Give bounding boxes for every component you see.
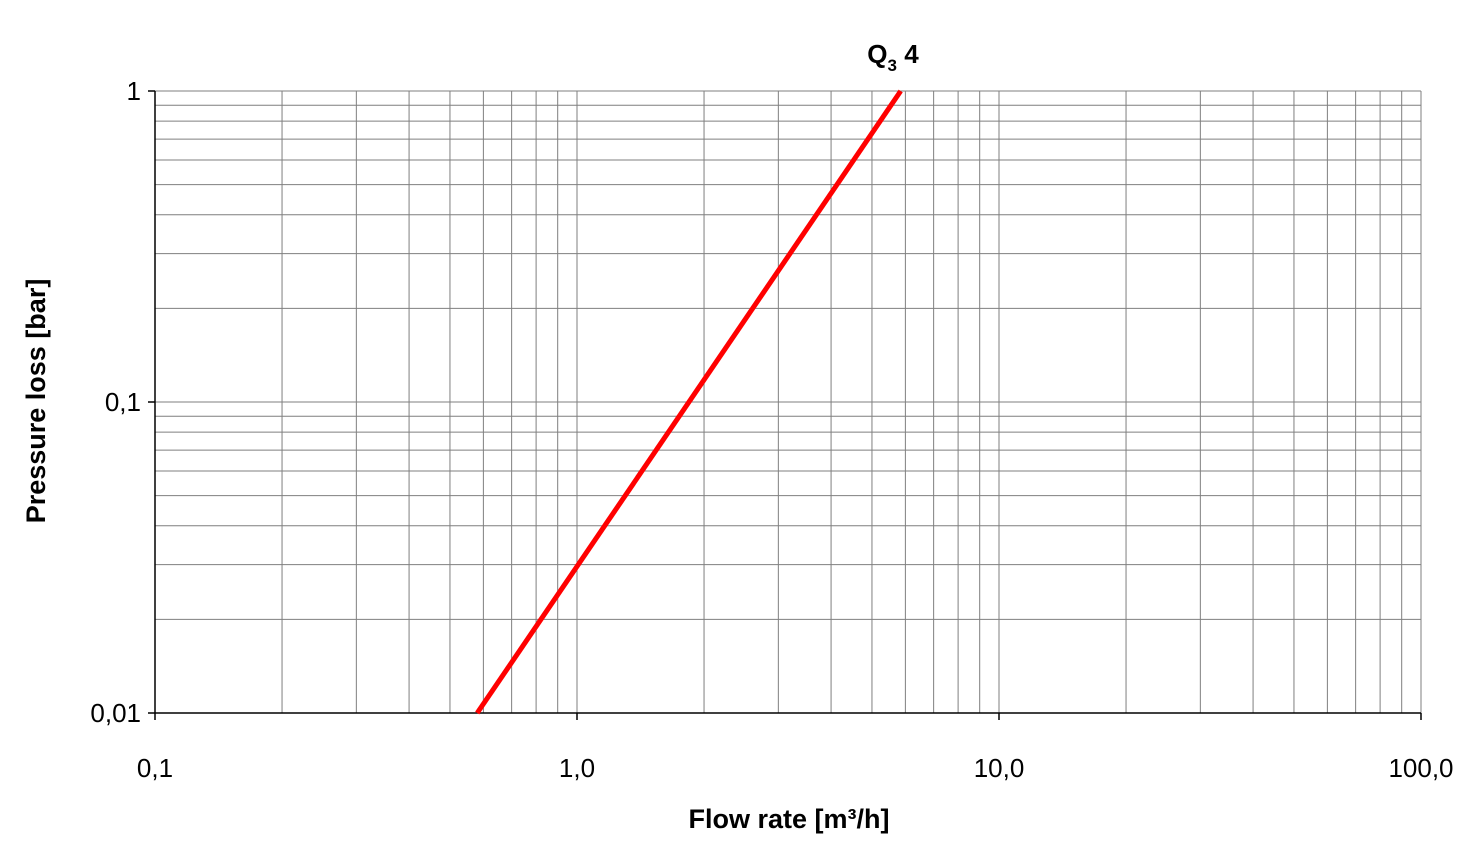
chart-title-main: Q bbox=[867, 39, 887, 69]
series-line bbox=[475, 89, 903, 715]
y-axis-label: Pressure loss [bar] bbox=[21, 279, 51, 524]
x-axis-label: Flow rate [m³/h] bbox=[689, 804, 890, 834]
tick-labels: 0,1 1,0 10,0 100,0 0,01 0,1 1 bbox=[90, 76, 1453, 783]
axes bbox=[148, 90, 1422, 720]
x-tick-label: 0,1 bbox=[137, 753, 173, 783]
chart-title-subscript: 3 bbox=[888, 56, 897, 75]
y-tick-label: 0,01 bbox=[90, 698, 141, 728]
x-tick-label: 10,0 bbox=[974, 753, 1025, 783]
x-tick-label: 1,0 bbox=[559, 753, 595, 783]
chart-title: Q3 4 bbox=[867, 39, 919, 75]
grid bbox=[154, 90, 1422, 714]
chart-title-suffix: 4 bbox=[897, 39, 919, 69]
y-tick-label: 1 bbox=[127, 76, 141, 106]
x-tick-label: 100,0 bbox=[1388, 753, 1453, 783]
series-layer bbox=[475, 89, 903, 715]
y-tick-label: 0,1 bbox=[105, 387, 141, 417]
